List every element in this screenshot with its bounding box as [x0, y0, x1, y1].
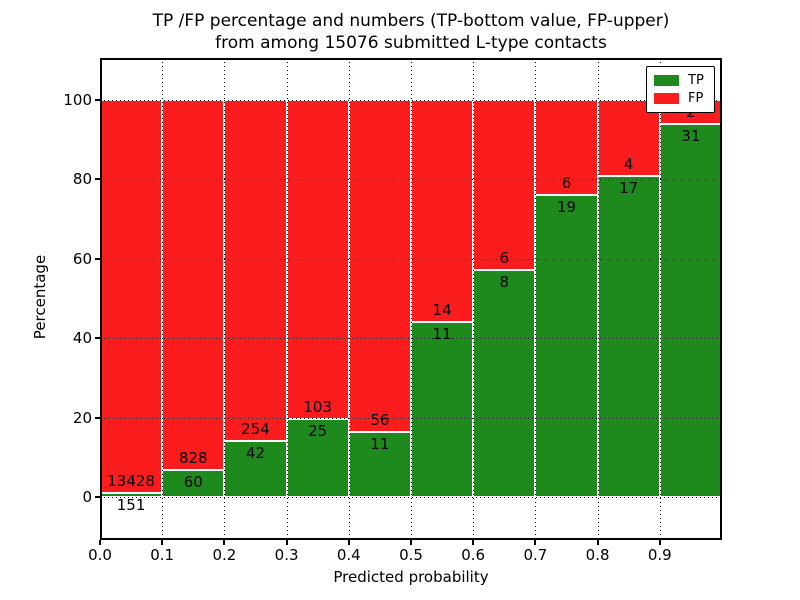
fp-bar-segment [473, 100, 536, 271]
x-tick-mark [161, 540, 164, 545]
gridline-v [224, 58, 226, 540]
y-tick-mark [95, 99, 100, 101]
x-tick-label: 0.3 [274, 546, 299, 564]
x-tick-mark [658, 540, 661, 545]
x-tick-label: 0.0 [88, 546, 112, 564]
chart-title: TP /FP percentage and numbers (TP-bottom… [100, 10, 722, 54]
fp-count-label: 14 [432, 301, 452, 320]
legend-entry-tp: TP [654, 74, 707, 87]
fp-count-label: 828 [178, 449, 208, 468]
x-tick-mark [285, 540, 288, 545]
x-tick-mark [99, 540, 101, 545]
gridline-v [597, 58, 599, 540]
plot-area [100, 58, 722, 540]
x-tick-label: 0.1 [150, 546, 175, 564]
chart-title-line2: from among 15076 submitted L-type contac… [215, 33, 607, 53]
fp-bar-segment [100, 100, 163, 493]
gridline-v [473, 58, 475, 540]
tp-bar-segment [473, 270, 536, 497]
y-tick-label: 80 [72, 170, 92, 189]
y-tick-label: 40 [72, 329, 92, 348]
tp-count-label: 19 [556, 198, 577, 217]
fp-count-label: 6 [499, 249, 510, 268]
fp-bar-segment [162, 100, 225, 471]
x-tick-mark [534, 540, 537, 545]
fp-count-label: 4 [623, 154, 634, 173]
x-tick-label: 0.6 [461, 546, 486, 564]
fp-count-label: 6 [561, 174, 572, 193]
x-tick-mark [596, 540, 599, 545]
gridline-v [535, 58, 537, 540]
x-tick-mark [472, 540, 475, 545]
gridline-v [286, 58, 288, 540]
tp-bar-segment [535, 195, 598, 497]
x-tick-label: 0.9 [647, 546, 672, 564]
tp-count-label: 60 [183, 473, 203, 492]
fp-legend-swatch-icon [654, 93, 679, 104]
fp-bar-segment [535, 100, 598, 196]
gridline-v [348, 58, 350, 540]
x-axis-label: Predicted probability [333, 568, 489, 586]
tp-bar-segment [597, 175, 660, 497]
legend-entry-fp: FP [654, 92, 707, 105]
tp-bar-segment [286, 419, 349, 497]
fp-count-label: 56 [370, 410, 390, 429]
fp-bar-segment [348, 100, 411, 432]
tp-bar-segment [411, 322, 474, 497]
x-tick-mark [410, 540, 412, 545]
fp-bar-segment [224, 100, 287, 441]
y-tick-label: 20 [72, 408, 92, 427]
x-tick-label: 0.2 [212, 546, 237, 564]
tp-count-label: 11 [432, 325, 452, 344]
tp-count-label: 25 [308, 422, 328, 441]
y-tick-label: 60 [72, 249, 92, 268]
tp-count-label: 8 [499, 273, 510, 292]
x-tick-mark [223, 540, 226, 545]
tp-legend-swatch-icon [654, 75, 679, 86]
y-tick-mark [95, 337, 100, 340]
x-tick-label: 0.4 [336, 546, 361, 564]
fp-count-label: 254 [241, 419, 270, 438]
tp-legend-label: TP [688, 73, 704, 88]
legend: TP FP [646, 66, 715, 113]
tp-bar-segment [162, 470, 225, 497]
y-tick-mark [95, 257, 100, 260]
fp-bar-segment [411, 100, 474, 323]
gridline-v [411, 58, 412, 540]
fp-count-label: 103 [303, 398, 332, 417]
x-tick-label: 0.5 [399, 546, 423, 564]
tp-count-label: 151 [116, 495, 146, 514]
y-axis-label: Percentage [31, 254, 49, 340]
x-tick-label: 0.8 [585, 546, 610, 564]
chart-title-line1: TP /FP percentage and numbers (TP-bottom… [152, 11, 670, 31]
tp-bar-segment [659, 124, 722, 497]
fp-legend-label: FP [688, 91, 704, 106]
x-tick-mark [347, 540, 350, 545]
gridline-v [162, 58, 164, 540]
fp-count-label: 13428 [107, 471, 155, 490]
tp-count-label: 42 [245, 443, 266, 462]
tp-count-label: 31 [681, 127, 701, 146]
y-tick-mark [95, 496, 100, 498]
y-tick-label: 0 [82, 488, 92, 506]
tp-count-label: 17 [619, 178, 639, 197]
y-tick-mark [95, 178, 100, 181]
gridline-v [659, 58, 661, 540]
tp-count-label: 11 [370, 434, 390, 453]
x-tick-label: 0.7 [523, 546, 548, 564]
y-tick-label: 100 [63, 91, 92, 109]
y-tick-mark [95, 416, 100, 419]
